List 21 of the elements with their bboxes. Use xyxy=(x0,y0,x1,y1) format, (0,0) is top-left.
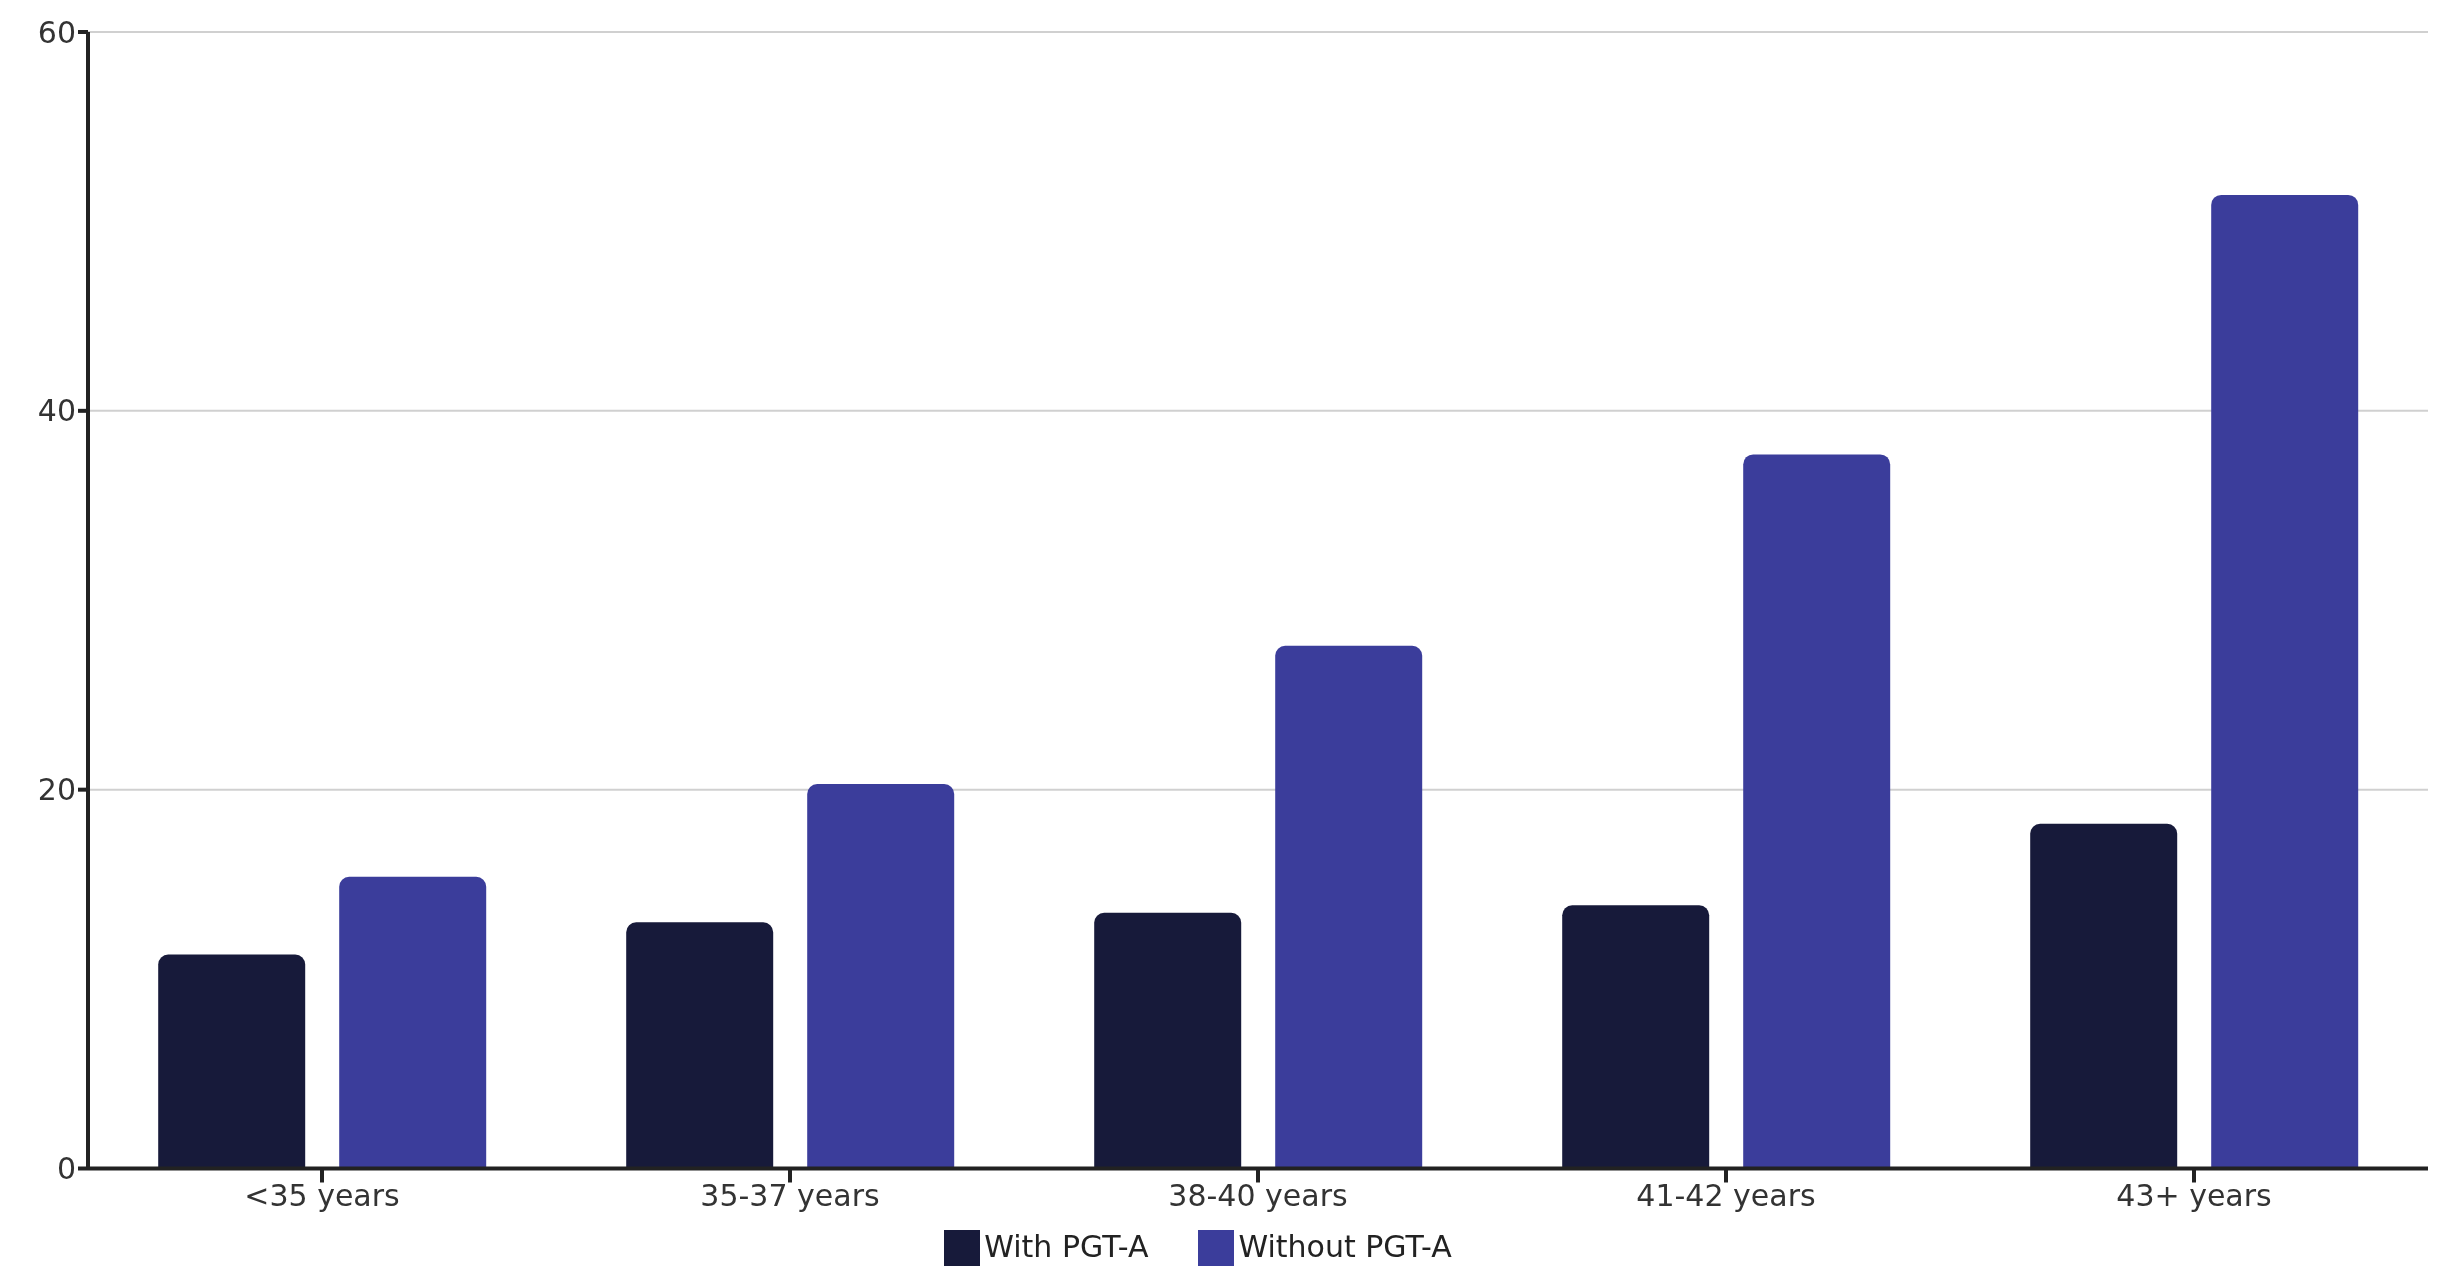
bar xyxy=(807,783,955,1169)
bar xyxy=(1743,454,1891,1169)
bar xyxy=(2030,823,2178,1169)
x-tick-label: <35 years xyxy=(244,1177,400,1213)
x-tick-label: 43+ years xyxy=(2116,1177,2272,1213)
legend-label: With PGT-A xyxy=(984,1228,1149,1264)
y-tick-label: 0 xyxy=(56,1151,76,1187)
x-tick-label: 41-42 years xyxy=(1636,1177,1816,1213)
bar xyxy=(1562,905,1710,1169)
x-tick-label: 35-37 years xyxy=(700,1177,880,1213)
bar xyxy=(2211,194,2359,1169)
bar xyxy=(339,876,487,1169)
y-tick-label: 40 xyxy=(37,393,76,429)
y-tick-label: 60 xyxy=(37,14,76,50)
bar xyxy=(158,954,306,1169)
legend-label: Without PGT-A xyxy=(1238,1228,1452,1264)
x-tick-label: 38-40 years xyxy=(1168,1177,1348,1213)
y-tick-label: 20 xyxy=(37,772,76,808)
bar xyxy=(626,922,774,1169)
bar xyxy=(1094,912,1242,1169)
bar xyxy=(1275,645,1423,1169)
